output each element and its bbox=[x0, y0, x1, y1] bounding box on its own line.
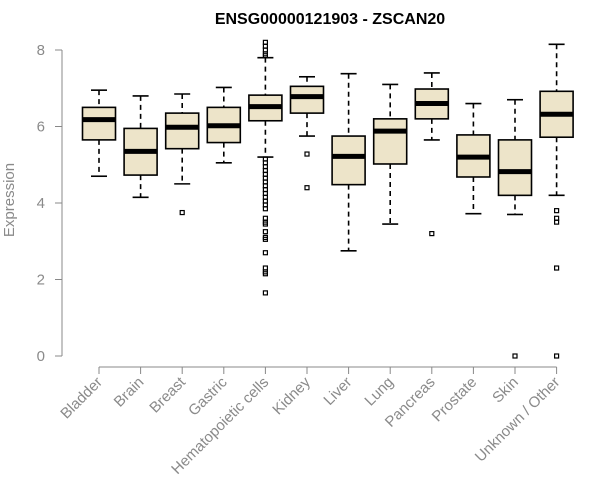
box-group bbox=[497, 98, 533, 359]
outlier-point bbox=[179, 209, 185, 216]
box-iqr bbox=[81, 106, 117, 141]
outlier-point bbox=[429, 231, 435, 237]
x-tick-label: Brain bbox=[111, 374, 148, 411]
box-group bbox=[248, 39, 283, 296]
y-tick-label: 8 bbox=[37, 42, 45, 59]
x-tick-label: Breast bbox=[146, 373, 189, 416]
box-iqr bbox=[497, 139, 533, 197]
box-iqr bbox=[289, 85, 325, 114]
outlier-point bbox=[553, 219, 560, 225]
x-tick-label: Lung bbox=[361, 374, 397, 410]
box-iqr bbox=[372, 118, 408, 165]
outlier-point bbox=[262, 221, 268, 227]
box-iqr bbox=[164, 112, 200, 150]
box-group bbox=[539, 43, 574, 359]
outlier-point bbox=[262, 206, 268, 212]
box-group bbox=[81, 89, 117, 178]
x-tick-label: Skin bbox=[489, 374, 522, 407]
y-tick-label: 6 bbox=[37, 119, 45, 136]
x-tick-label: Kidney bbox=[269, 373, 314, 418]
y-tick-label: 2 bbox=[37, 272, 45, 289]
outlier-point bbox=[553, 265, 560, 271]
box-group bbox=[123, 95, 158, 199]
box-group bbox=[372, 83, 408, 225]
box-iqr bbox=[331, 135, 366, 186]
box-group bbox=[164, 93, 200, 216]
box-group bbox=[206, 86, 242, 164]
x-tick-label: Liver bbox=[320, 374, 355, 409]
outlier-point bbox=[262, 229, 268, 235]
outlier-point bbox=[262, 250, 268, 256]
x-tick-label: Bladder bbox=[57, 374, 106, 423]
outlier-point bbox=[262, 290, 268, 296]
y-tick-label: 4 bbox=[37, 195, 45, 212]
box-group bbox=[414, 72, 450, 237]
box-group bbox=[331, 72, 366, 252]
outlier-point bbox=[553, 208, 560, 214]
outlier-point bbox=[304, 185, 310, 191]
y-tick-label: 0 bbox=[37, 348, 45, 365]
box-group bbox=[456, 102, 491, 215]
outlier-point bbox=[262, 236, 268, 242]
y-axis: 0 2 4 6 8 bbox=[37, 42, 63, 365]
outlier-point bbox=[304, 151, 310, 157]
box-group bbox=[289, 75, 325, 191]
x-tick-label: Prostate bbox=[429, 374, 481, 426]
outlier-point bbox=[512, 353, 518, 359]
plot-area bbox=[81, 39, 574, 359]
outlier-point bbox=[262, 271, 268, 277]
outlier-point bbox=[262, 53, 268, 59]
y-axis-label: Expression bbox=[1, 163, 18, 237]
chart-title: ENSG00000121903 - ZSCAN20 bbox=[215, 11, 445, 28]
outlier-point bbox=[553, 353, 560, 359]
